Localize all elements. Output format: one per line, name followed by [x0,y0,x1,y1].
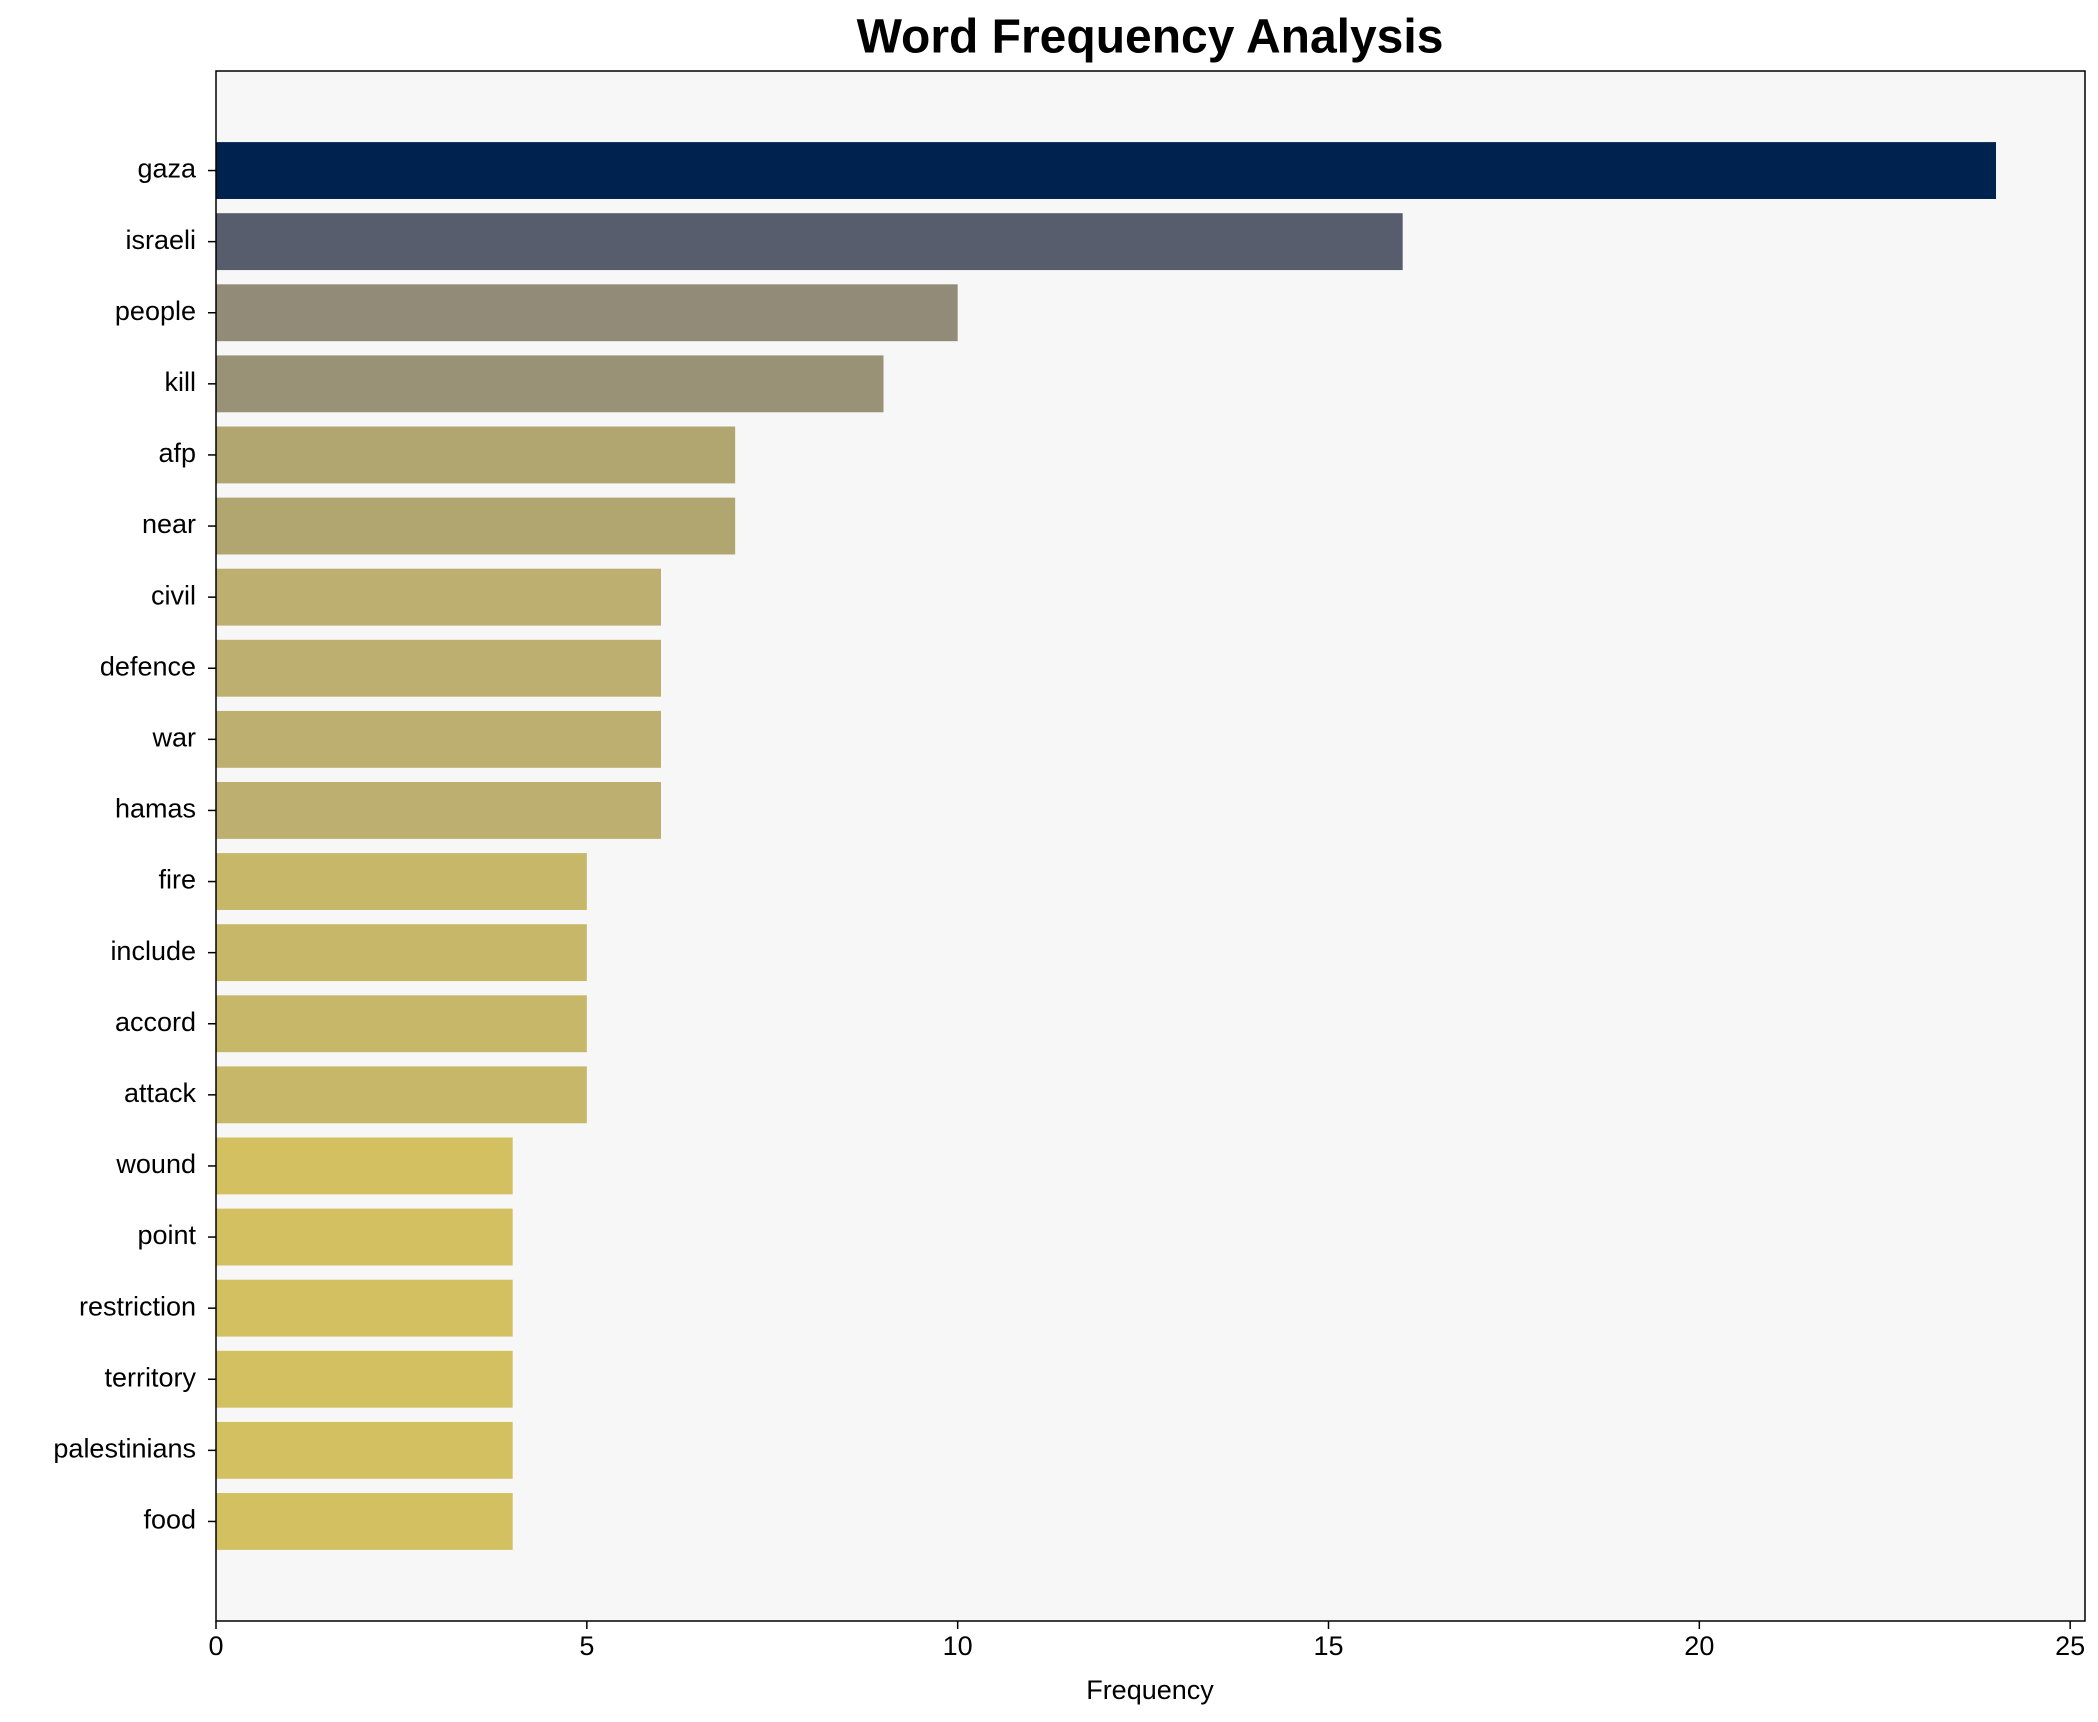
y-tick-label: defence [100,651,196,681]
y-tick-label: civil [151,580,196,610]
bar [216,426,736,484]
x-tick-label: 20 [1684,1631,1714,1661]
y-tick-label: wound [115,1149,196,1179]
chart-title: Word Frequency Analysis [857,11,1444,64]
x-tick-label: 0 [208,1631,223,1661]
y-tick-label: people [115,296,196,326]
bar [216,639,661,697]
x-tick-label: 10 [943,1631,973,1661]
bar [216,995,587,1053]
y-tick-label: palestinians [53,1433,196,1463]
y-tick-label: hamas [115,794,196,824]
bar [216,568,661,626]
bar [216,924,587,982]
y-tick-label: accord [115,1007,196,1037]
bar [216,853,587,910]
x-axis-label: Frequency [1086,1675,1214,1705]
y-tick-label: fire [158,865,196,895]
bar [216,284,958,342]
bar [216,1421,513,1479]
bar [216,1493,513,1550]
plot-frame [215,70,2086,1622]
bar [216,142,1996,199]
bar [216,1066,587,1124]
y-tick-label: territory [104,1362,196,1392]
x-tick-label: 5 [579,1631,594,1661]
y-tick-label: attack [124,1078,197,1108]
y-tick-label: restriction [79,1291,196,1321]
y-tick-label: include [110,936,196,966]
y-tick-label: food [143,1505,196,1535]
x-tick-label: 25 [2055,1631,2085,1661]
bar [216,782,661,839]
y-tick-label: gaza [137,154,197,184]
bar [216,1350,513,1408]
bar [216,497,736,555]
bar [216,213,1403,271]
y-tick-label: war [151,722,196,752]
y-tick-label: afp [158,438,196,468]
x-tick-label: 15 [1313,1631,1343,1661]
bar [216,355,884,413]
y-tick-label: kill [165,367,197,397]
y-tick-label: near [142,509,196,539]
bar [216,710,661,768]
bar [216,1137,513,1195]
bar [216,1208,513,1266]
y-tick-label: point [137,1220,196,1250]
y-tick-label: israeli [125,225,196,255]
bar [216,1279,513,1337]
